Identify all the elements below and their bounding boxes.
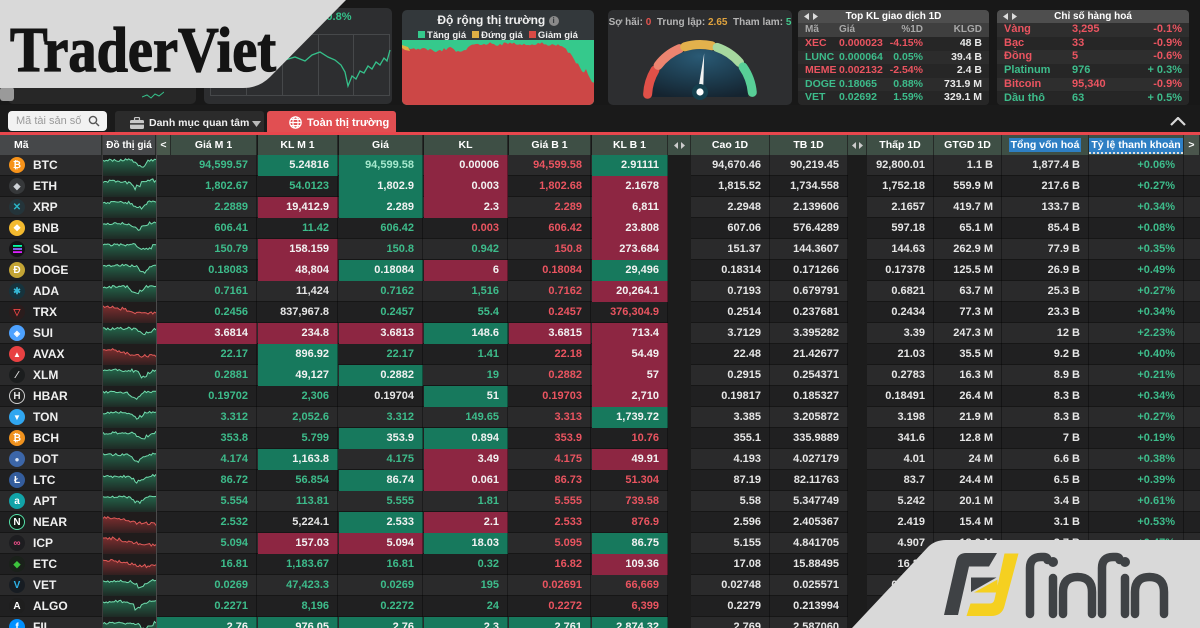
svg-text:TraderViet: TraderViet [10, 15, 276, 85]
